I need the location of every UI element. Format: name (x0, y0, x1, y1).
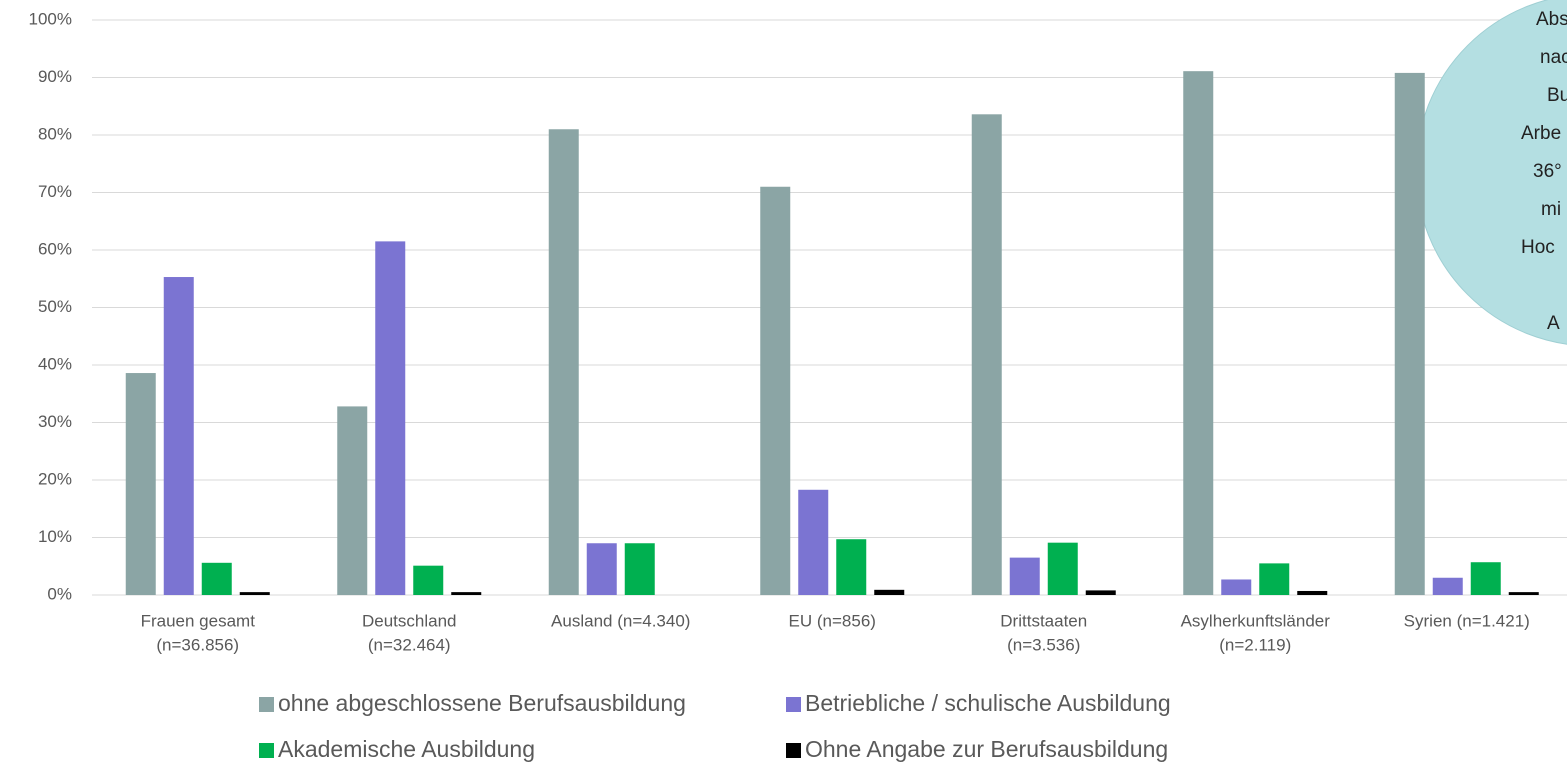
y-tick-label: 40% (38, 354, 72, 373)
bar (1259, 563, 1290, 595)
bar (125, 373, 156, 595)
x-tick-label: (n=3.536) (1007, 635, 1080, 654)
bar (337, 406, 368, 595)
y-tick-label: 10% (38, 527, 72, 546)
bar (1508, 592, 1539, 595)
bar (163, 277, 194, 595)
bar (1085, 590, 1116, 595)
bar (1470, 562, 1501, 595)
y-tick-label: 90% (38, 67, 72, 86)
legend-label: ohne abgeschlossene Berufsausbildung (278, 690, 686, 716)
legend-swatch (259, 743, 274, 758)
legend-label: Akademische Ausbildung (278, 736, 535, 762)
bar (760, 186, 791, 595)
bar (586, 543, 617, 595)
bar (624, 543, 655, 595)
x-tick-label: EU (n=856) (789, 611, 876, 630)
bar (1394, 72, 1425, 595)
y-tick-label: 50% (38, 297, 72, 316)
x-tick-label: (n=32.464) (368, 635, 451, 654)
annotation-text: Abs (1536, 9, 1567, 30)
y-tick-label: 20% (38, 469, 72, 488)
x-tick-label: Syrien (n=1.421) (1404, 611, 1530, 630)
bar (201, 562, 232, 595)
annotation-text: 36° (1533, 161, 1562, 182)
bar (836, 539, 867, 595)
bar (1009, 557, 1040, 595)
bar (548, 129, 579, 595)
y-tick-label: 100% (29, 9, 72, 28)
bar (874, 589, 905, 595)
bar (798, 489, 829, 595)
x-tick-label: (n=2.119) (1219, 635, 1291, 654)
bar (451, 592, 482, 595)
x-tick-label: Asylherkunftsländer (1181, 611, 1331, 630)
bar (1297, 590, 1328, 595)
annotation-text: Bu (1547, 85, 1567, 106)
bar (1221, 579, 1252, 595)
x-tick-label: Frauen gesamt (141, 611, 256, 630)
y-tick-label: 30% (38, 412, 72, 431)
y-tick-label: 0% (47, 584, 72, 603)
y-tick-label: 70% (38, 182, 72, 201)
x-tick-label: Ausland (n=4.340) (551, 611, 690, 630)
legend-label: Ohne Angabe zur Berufsausbildung (805, 736, 1168, 762)
legend-swatch (786, 697, 801, 712)
annotation-text: Hoc (1521, 237, 1555, 258)
y-tick-label: 80% (38, 124, 72, 143)
annotation-text: Arbe (1521, 123, 1561, 144)
legend-label: Betriebliche / schulische Ausbildung (805, 690, 1171, 716)
bar (1047, 542, 1078, 595)
bar (971, 114, 1002, 596)
bar (375, 241, 406, 595)
legend-swatch (786, 743, 801, 758)
bar (1183, 71, 1214, 596)
bar (239, 592, 270, 595)
y-tick-label: 60% (38, 239, 72, 258)
annotation-text: A (1547, 313, 1560, 334)
grid (92, 19, 1567, 596)
legend-swatch (259, 697, 274, 712)
annotation-text: mi (1541, 199, 1561, 220)
annotation-text: nac (1540, 47, 1567, 68)
x-tick-label: Deutschland (362, 611, 457, 630)
bar (413, 565, 444, 595)
x-tick-label: (n=36.856) (156, 635, 239, 654)
bar (1432, 577, 1463, 595)
x-tick-label: Drittstaaten (1000, 611, 1087, 630)
